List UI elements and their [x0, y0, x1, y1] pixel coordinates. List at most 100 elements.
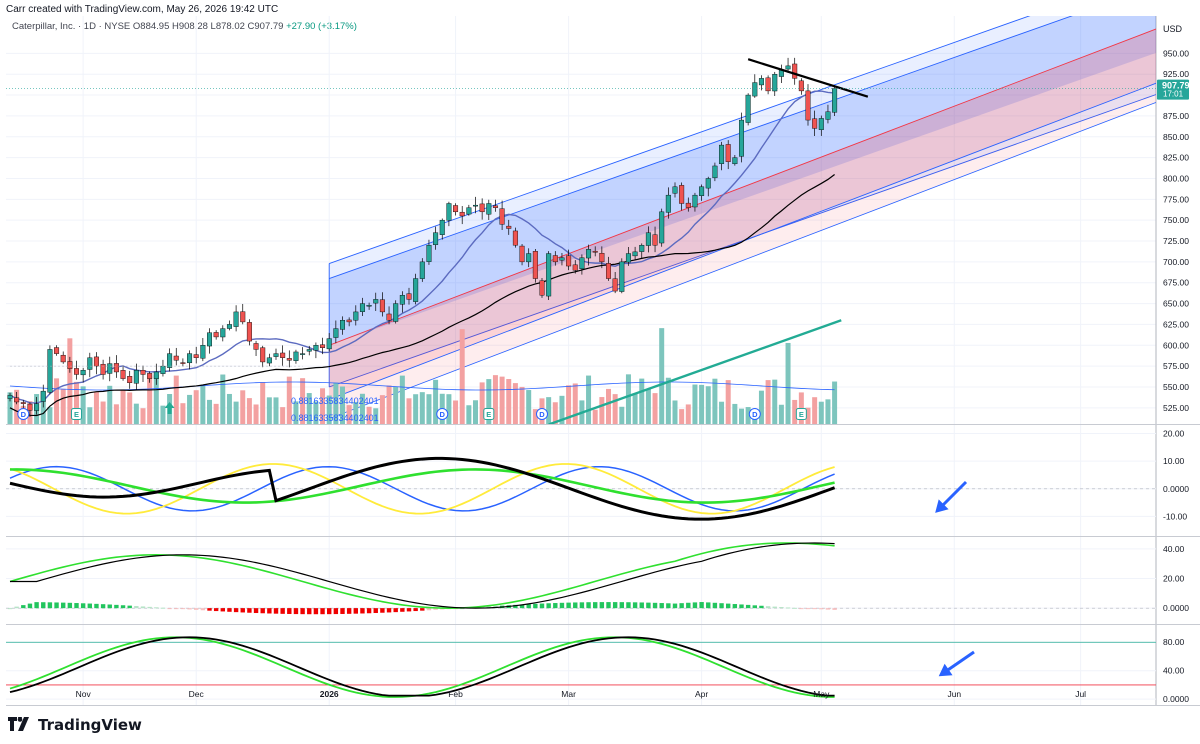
- candle[interactable]: [712, 162, 718, 182]
- candle[interactable]: [486, 199, 492, 221]
- candle[interactable]: [180, 358, 186, 367]
- candle[interactable]: [280, 345, 286, 366]
- candle[interactable]: [532, 249, 538, 283]
- candle[interactable]: [87, 352, 93, 378]
- candle[interactable]: [193, 346, 199, 364]
- candle[interactable]: [206, 328, 212, 354]
- candle[interactable]: [665, 187, 671, 219]
- candle[interactable]: [419, 258, 425, 282]
- candle[interactable]: [812, 110, 818, 137]
- earnings-marker[interactable]: E: [795, 408, 807, 420]
- candle[interactable]: [306, 345, 312, 356]
- candle[interactable]: [160, 359, 166, 377]
- candle[interactable]: [466, 204, 472, 216]
- candle[interactable]: [586, 244, 592, 266]
- candle[interactable]: [359, 297, 365, 317]
- earnings-marker[interactable]: E: [71, 408, 82, 420]
- candle[interactable]: [386, 306, 392, 325]
- candle[interactable]: [685, 197, 691, 212]
- tradingview-logo[interactable]: TradingView: [8, 714, 142, 736]
- candle[interactable]: [320, 337, 326, 355]
- candle[interactable]: [825, 104, 831, 124]
- candle[interactable]: [519, 244, 525, 266]
- candle[interactable]: [705, 176, 711, 197]
- candle[interactable]: [113, 355, 119, 378]
- candle[interactable]: [572, 260, 578, 274]
- candle[interactable]: [559, 252, 565, 266]
- candle[interactable]: [80, 367, 86, 383]
- candle[interactable]: [286, 350, 292, 368]
- candle[interactable]: [300, 347, 306, 360]
- candle[interactable]: [632, 246, 638, 261]
- candle[interactable]: [140, 365, 146, 383]
- candle[interactable]: [20, 400, 26, 409]
- candle[interactable]: [27, 402, 33, 418]
- candle[interactable]: [758, 75, 764, 91]
- candle[interactable]: [253, 340, 259, 356]
- candle[interactable]: [679, 182, 685, 211]
- candle[interactable]: [200, 338, 206, 362]
- candle[interactable]: [699, 184, 705, 201]
- candle[interactable]: [373, 292, 379, 311]
- dividend-marker[interactable]: D: [436, 408, 449, 420]
- dividend-marker[interactable]: D: [536, 408, 548, 420]
- candle[interactable]: [832, 85, 838, 117]
- candle[interactable]: [40, 384, 46, 408]
- candle[interactable]: [506, 219, 512, 235]
- candle[interactable]: [100, 359, 106, 380]
- earnings-marker[interactable]: E: [483, 408, 495, 420]
- candle[interactable]: [599, 246, 605, 269]
- time-axis[interactable]: Nov Dec 2026 Feb Mar Apr May Jun Jul: [76, 689, 1087, 699]
- candle[interactable]: [47, 345, 53, 395]
- candle[interactable]: [645, 226, 651, 253]
- candle[interactable]: [453, 203, 459, 216]
- candle[interactable]: [107, 356, 113, 382]
- candle[interactable]: [220, 325, 226, 342]
- candle[interactable]: [692, 192, 698, 212]
- candle[interactable]: [60, 351, 66, 364]
- candle[interactable]: [399, 291, 405, 313]
- candle[interactable]: [187, 350, 193, 370]
- candle[interactable]: [246, 319, 252, 346]
- candle[interactable]: [479, 198, 485, 220]
- candle[interactable]: [459, 206, 465, 225]
- candle[interactable]: [745, 93, 751, 126]
- candle[interactable]: [492, 199, 498, 212]
- candle[interactable]: [260, 345, 266, 368]
- candle[interactable]: [765, 75, 771, 95]
- candle[interactable]: [818, 115, 824, 136]
- candle[interactable]: [120, 365, 126, 381]
- candle[interactable]: [778, 64, 784, 83]
- candle[interactable]: [34, 397, 40, 415]
- dividend-marker[interactable]: D: [17, 408, 30, 420]
- candle[interactable]: [153, 363, 159, 385]
- candle[interactable]: [413, 273, 419, 305]
- candle[interactable]: [93, 352, 99, 375]
- candle[interactable]: [473, 196, 479, 214]
- price-candles[interactable]: [7, 57, 838, 418]
- candle[interactable]: [366, 302, 372, 310]
- candle[interactable]: [546, 251, 552, 300]
- candle[interactable]: [346, 317, 352, 327]
- candle[interactable]: [446, 201, 452, 227]
- candle[interactable]: [639, 243, 645, 259]
- candle[interactable]: [619, 258, 625, 294]
- candle[interactable]: [798, 78, 804, 95]
- candle[interactable]: [579, 254, 585, 275]
- candle[interactable]: [333, 320, 339, 344]
- candle[interactable]: [173, 347, 179, 366]
- candle[interactable]: [433, 226, 439, 250]
- candle[interactable]: [512, 227, 518, 248]
- candle[interactable]: [313, 342, 319, 359]
- candle[interactable]: [606, 256, 612, 281]
- candle[interactable]: [240, 303, 246, 325]
- candle[interactable]: [393, 300, 399, 324]
- candle[interactable]: [353, 305, 359, 326]
- candle[interactable]: [73, 360, 79, 380]
- candle[interactable]: [67, 356, 73, 373]
- candle[interactable]: [625, 247, 631, 266]
- candle[interactable]: [233, 305, 239, 332]
- candle[interactable]: [340, 316, 346, 335]
- candle[interactable]: [14, 391, 20, 405]
- candle[interactable]: [7, 392, 13, 402]
